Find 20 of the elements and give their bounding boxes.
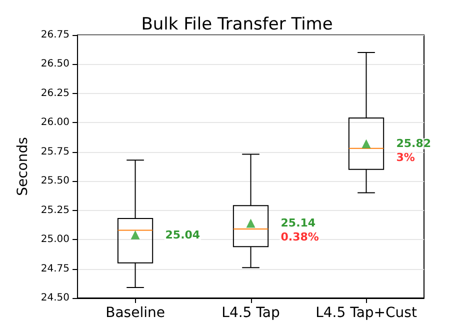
y-axis-title: Seconds (15, 137, 31, 196)
annotation: 0.38% (280, 230, 319, 244)
y-tick-label: 26.75 (40, 30, 70, 40)
y-tick-label: 24.50 (40, 292, 70, 304)
y-tick-label: 25.50 (40, 176, 70, 187)
y-tick-label: 24.75 (40, 263, 70, 274)
x-tick-label: Baseline (106, 305, 165, 321)
y-tick-label: 26.00 (40, 117, 70, 128)
annotation: 25.14 (280, 216, 316, 230)
annotation: 3% (396, 151, 415, 164)
y-tick-label: 26.50 (40, 58, 70, 70)
x-tick-label: L4.5 Tap+Cust (316, 305, 418, 321)
y-tick-label: 26.25 (40, 88, 70, 99)
x-tick-label: L4.5 Tap (222, 305, 280, 321)
annotation: 25.82 (396, 137, 432, 150)
chart-title: Bulk File Transfer Time (141, 14, 333, 34)
y-tick-label: 25.75 (40, 146, 70, 158)
y-tick-label: 25.00 (40, 234, 70, 246)
y-tick-label: 25.25 (40, 204, 70, 216)
annotation: 25.04 (165, 228, 200, 242)
